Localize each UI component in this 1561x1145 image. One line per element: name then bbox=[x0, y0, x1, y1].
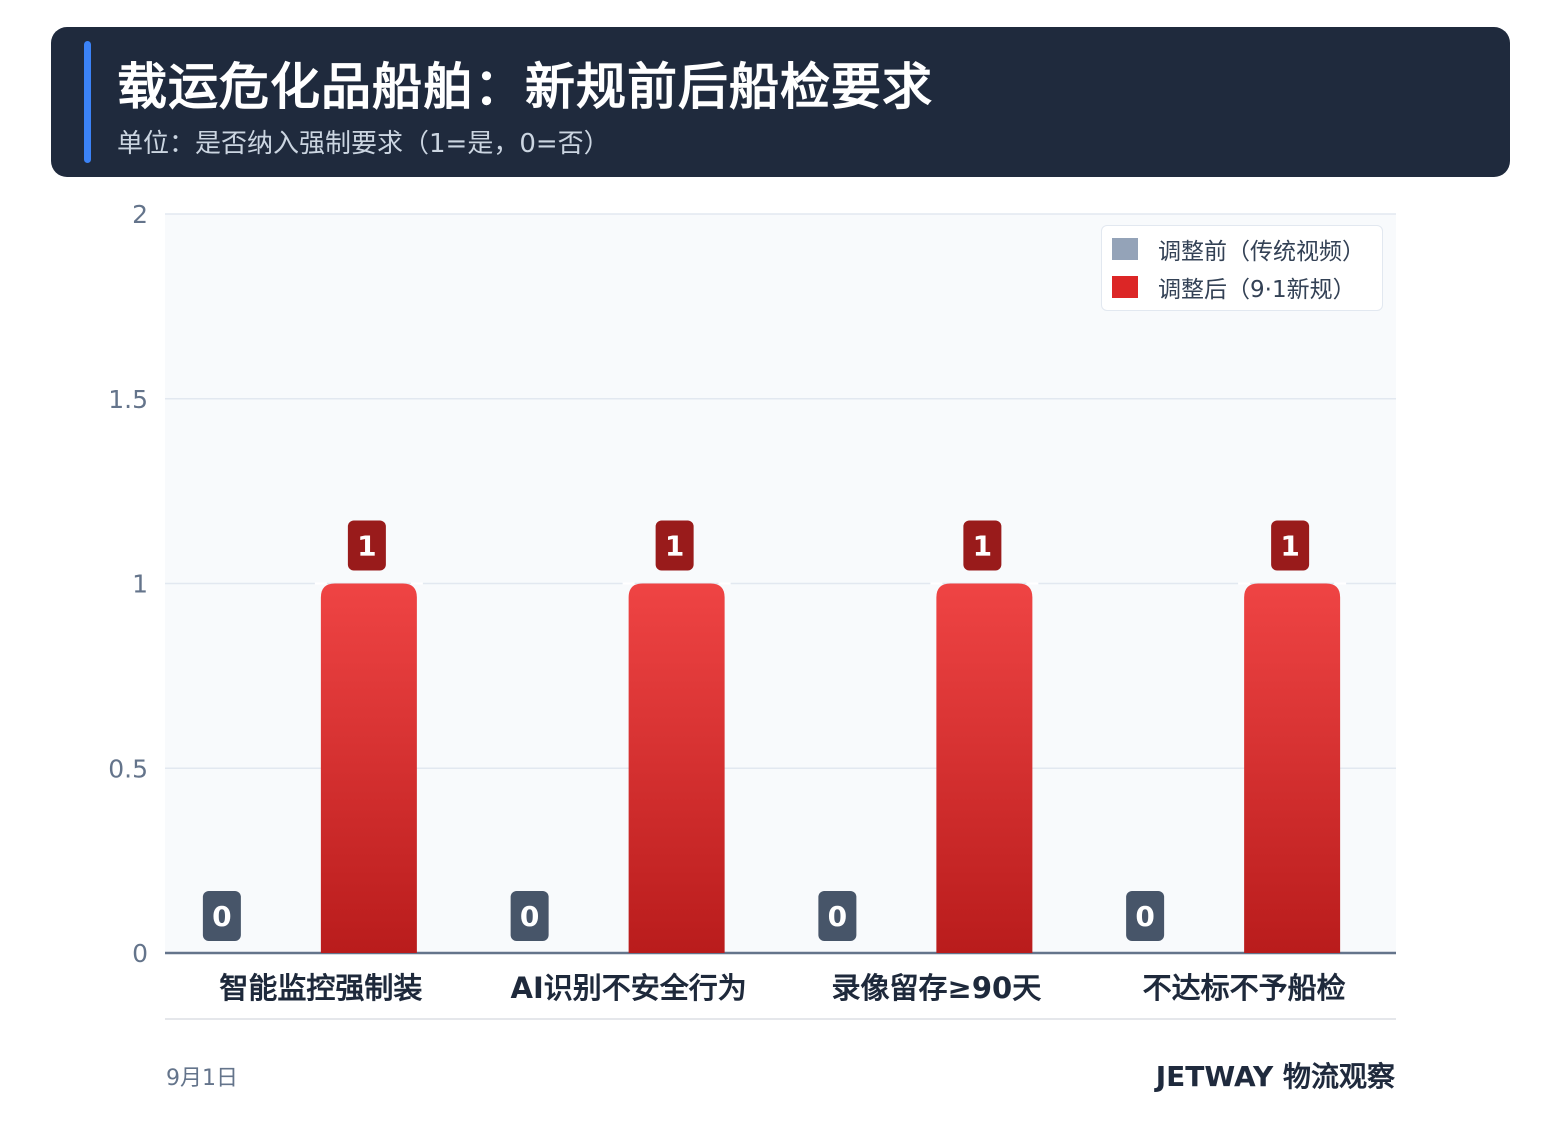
y-tick-label: 2 bbox=[132, 200, 148, 229]
chart-subtitle: 单位：是否纳入强制要求（1=是，0=否） bbox=[117, 129, 610, 159]
data-label-after-box bbox=[963, 520, 1002, 571]
data-label-before-box bbox=[818, 891, 857, 941]
header-accent-bar bbox=[84, 41, 91, 163]
data-label-before-box bbox=[1126, 891, 1165, 941]
data-label-before-box bbox=[202, 891, 241, 941]
y-tick-label: 1.5 bbox=[108, 385, 148, 414]
chart-legend: 调整前（传统视频） 调整后（9·1新规） bbox=[1101, 225, 1383, 311]
y-tick-label: 0.5 bbox=[108, 754, 148, 783]
bar-after bbox=[628, 583, 725, 953]
data-label-before: 0 bbox=[828, 900, 847, 933]
legend-item-after: 调整后（9·1新规） bbox=[1112, 272, 1356, 303]
data-label-before-box bbox=[510, 891, 549, 941]
data-label-after-box bbox=[1271, 520, 1310, 571]
x-category-label: AI识别不安全行为 bbox=[511, 971, 747, 1005]
y-tick-label: 1 bbox=[132, 570, 148, 599]
legend-item-before: 调整前（传统视频） bbox=[1112, 234, 1365, 265]
data-label-after: 1 bbox=[665, 530, 684, 563]
data-label-before: 0 bbox=[520, 900, 539, 933]
data-label-after-box bbox=[347, 520, 386, 571]
data-label-after: 1 bbox=[973, 530, 992, 563]
data-label-before: 0 bbox=[1135, 900, 1154, 933]
legend-swatch-before bbox=[1112, 238, 1138, 260]
legend-label-after: 调整后（9·1新规） bbox=[1158, 277, 1356, 303]
header-banner: 载运危化品船舶：新规前后船检要求 单位：是否纳入强制要求（1=是，0=否） bbox=[51, 27, 1510, 177]
data-label-after-box bbox=[655, 520, 694, 571]
bar-after bbox=[1244, 583, 1341, 953]
legend-label-before: 调整前（传统视频） bbox=[1158, 239, 1365, 265]
data-label-after: 1 bbox=[1280, 530, 1299, 563]
footer-divider bbox=[165, 1018, 1396, 1020]
data-label-after: 1 bbox=[357, 530, 376, 563]
chart-title: 载运危化品船舶：新规前后船检要求 bbox=[117, 58, 933, 116]
x-category-label: 智能监控强制装 bbox=[219, 971, 422, 1005]
bar-after bbox=[936, 583, 1033, 953]
data-label-before: 0 bbox=[212, 900, 231, 933]
x-category-label: 录像留存≥90天 bbox=[832, 971, 1042, 1005]
footer-date: 9月1日 bbox=[166, 1066, 238, 1091]
y-tick-label: 0 bbox=[132, 939, 148, 968]
x-category-label: 不达标不予船检 bbox=[1143, 971, 1346, 1005]
bar-after bbox=[320, 583, 417, 953]
legend-swatch-after bbox=[1112, 276, 1138, 298]
footer-brand: JETWAY 物流观察 bbox=[1155, 1060, 1395, 1093]
